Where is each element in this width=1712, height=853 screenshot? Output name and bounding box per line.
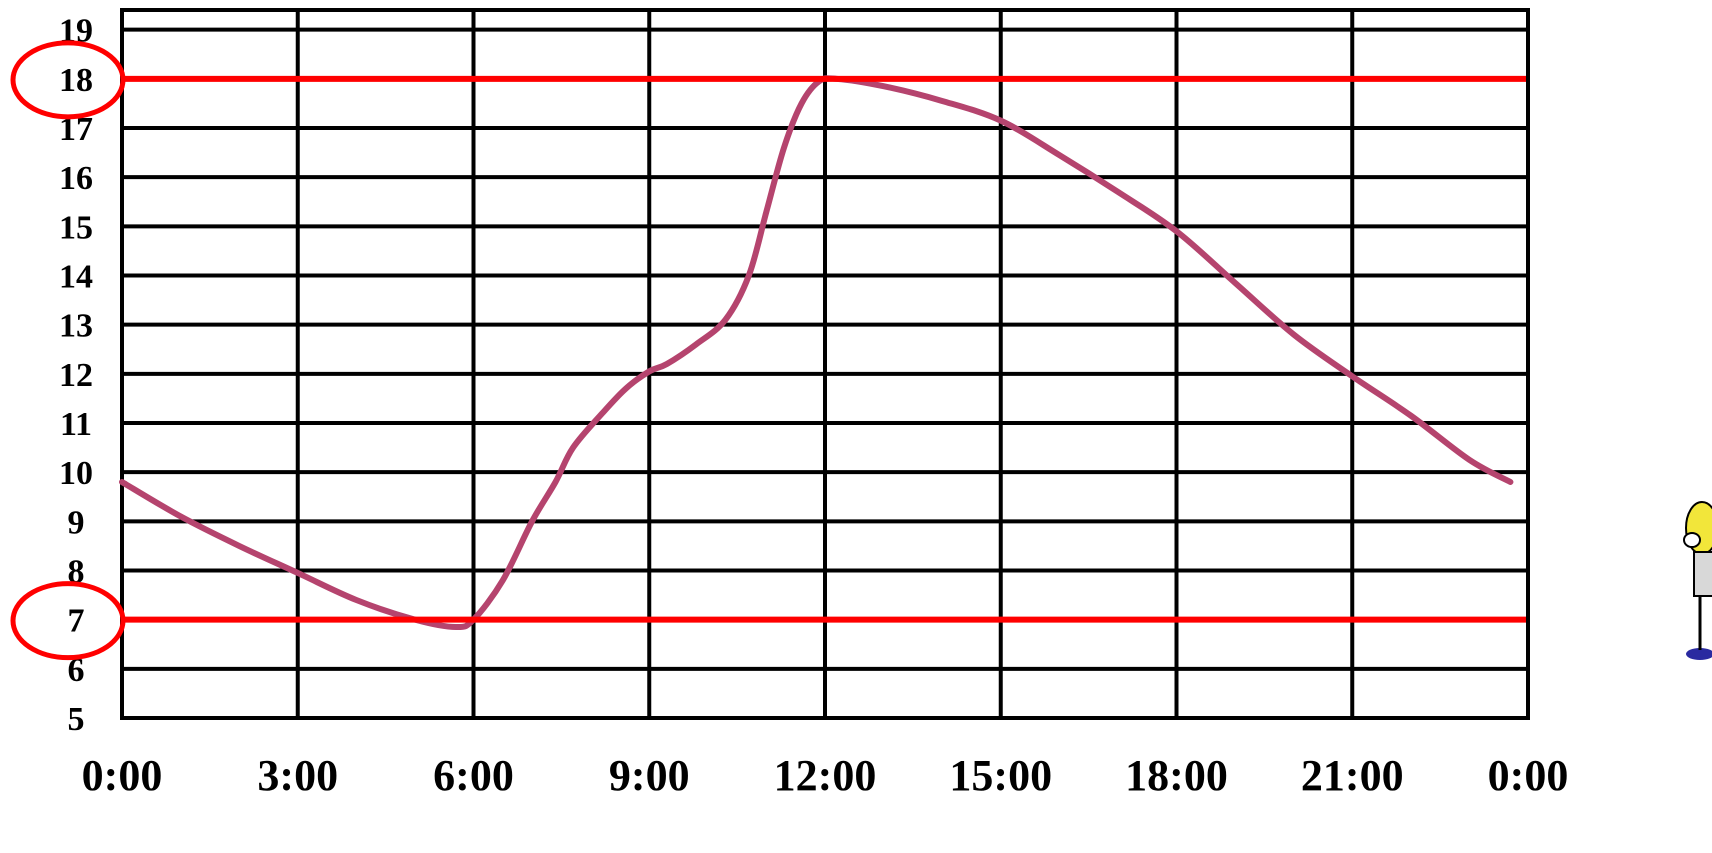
y-tick-label: 6: [68, 652, 85, 689]
cartoon-figure-icon: [1683, 501, 1712, 660]
x-tick-label: 12:00: [774, 751, 877, 800]
x-tick-label: 3:00: [257, 751, 338, 800]
x-tick-labels: 0:00 3:00 6:00 9:00 12:00 15:00 18:00 21:00 0:00: [82, 751, 1569, 800]
y-tick-label: 13: [59, 308, 93, 345]
highlight-circles: [10, 40, 126, 661]
y-tick-label: 16: [59, 160, 93, 197]
y-tick-label: 9: [68, 504, 85, 541]
y-tick-label: 15: [59, 209, 93, 246]
x-tick-label: 6:00: [433, 751, 514, 800]
x-tick-label: 9:00: [609, 751, 690, 800]
series-line: [119, 75, 1514, 631]
y-tick-label: 11: [60, 406, 92, 443]
x-tick-label: 0:00: [82, 751, 163, 800]
grid-lines: [120, 8, 1530, 720]
y-tick-label: 18: [59, 62, 93, 99]
x-tick-label: 15:00: [949, 751, 1052, 800]
highlight-circle-7: [10, 581, 126, 661]
x-tick-label: 0:00: [1488, 751, 1569, 800]
x-tick-label: 21:00: [1301, 751, 1404, 800]
x-tick-label: 18:00: [1125, 751, 1228, 800]
y-tick-label: 14: [59, 259, 93, 296]
series-layer: [119, 75, 1514, 631]
y-tick-label: 7: [68, 603, 85, 640]
y-tick-label: 5: [68, 701, 85, 738]
y-tick-label: 12: [59, 357, 93, 394]
reference-lines: [122, 75, 1526, 623]
y-tick-label: 10: [59, 455, 93, 492]
highlight-circle-18: [10, 40, 126, 120]
